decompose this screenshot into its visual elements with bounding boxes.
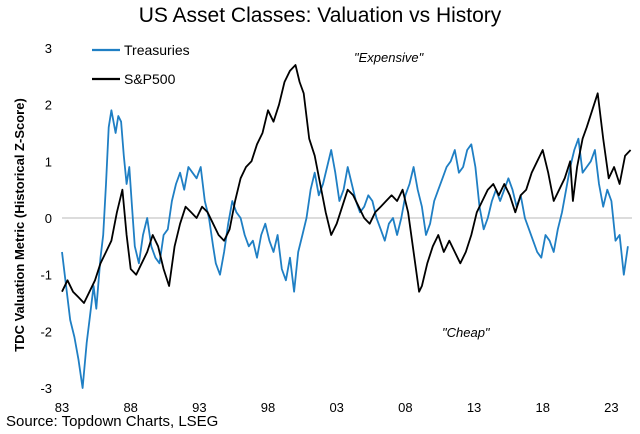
legend-label-sp500: S&P500 — [124, 71, 176, 87]
y-tick-label: -1 — [40, 268, 52, 283]
legend-label-treasuries: Treasuries — [124, 42, 190, 58]
x-tick-label: 93 — [192, 400, 206, 415]
x-tick-label: 18 — [535, 400, 549, 415]
source-note: Source: Topdown Charts, LSEG — [6, 413, 219, 430]
y-axis-ticks: 3 2 1 0 -1 -2 -3 — [40, 41, 52, 396]
x-tick-label: 88 — [123, 400, 137, 415]
x-tick-label: 23 — [604, 400, 618, 415]
treasuries-series-line — [61, 109, 629, 389]
legend: Treasuries S&P500 — [92, 42, 190, 87]
y-tick-label: 0 — [45, 211, 52, 226]
annotation-cheap: "Cheap" — [442, 325, 491, 340]
y-tick-label: -3 — [40, 381, 52, 396]
x-tick-label: 98 — [261, 400, 275, 415]
annotation-expensive: "Expensive" — [354, 50, 425, 65]
x-tick-label: 83 — [55, 400, 69, 415]
y-tick-label: 1 — [45, 154, 52, 169]
x-tick-label: 03 — [329, 400, 343, 415]
x-tick-label: 13 — [467, 400, 481, 415]
x-axis-ticks: 83 88 93 98 03 08 13 18 23 — [55, 400, 619, 415]
x-tick-label: 08 — [398, 400, 412, 415]
y-tick-label: 2 — [45, 98, 52, 113]
y-tick-label: -2 — [40, 324, 52, 339]
sp500-series-line — [61, 64, 632, 304]
y-axis-label: TDC Valuation Metric (Historical Z-Score… — [12, 98, 27, 352]
y-tick-label: 3 — [45, 41, 52, 56]
chart-title: US Asset Classes: Valuation vs History — [138, 4, 502, 27]
